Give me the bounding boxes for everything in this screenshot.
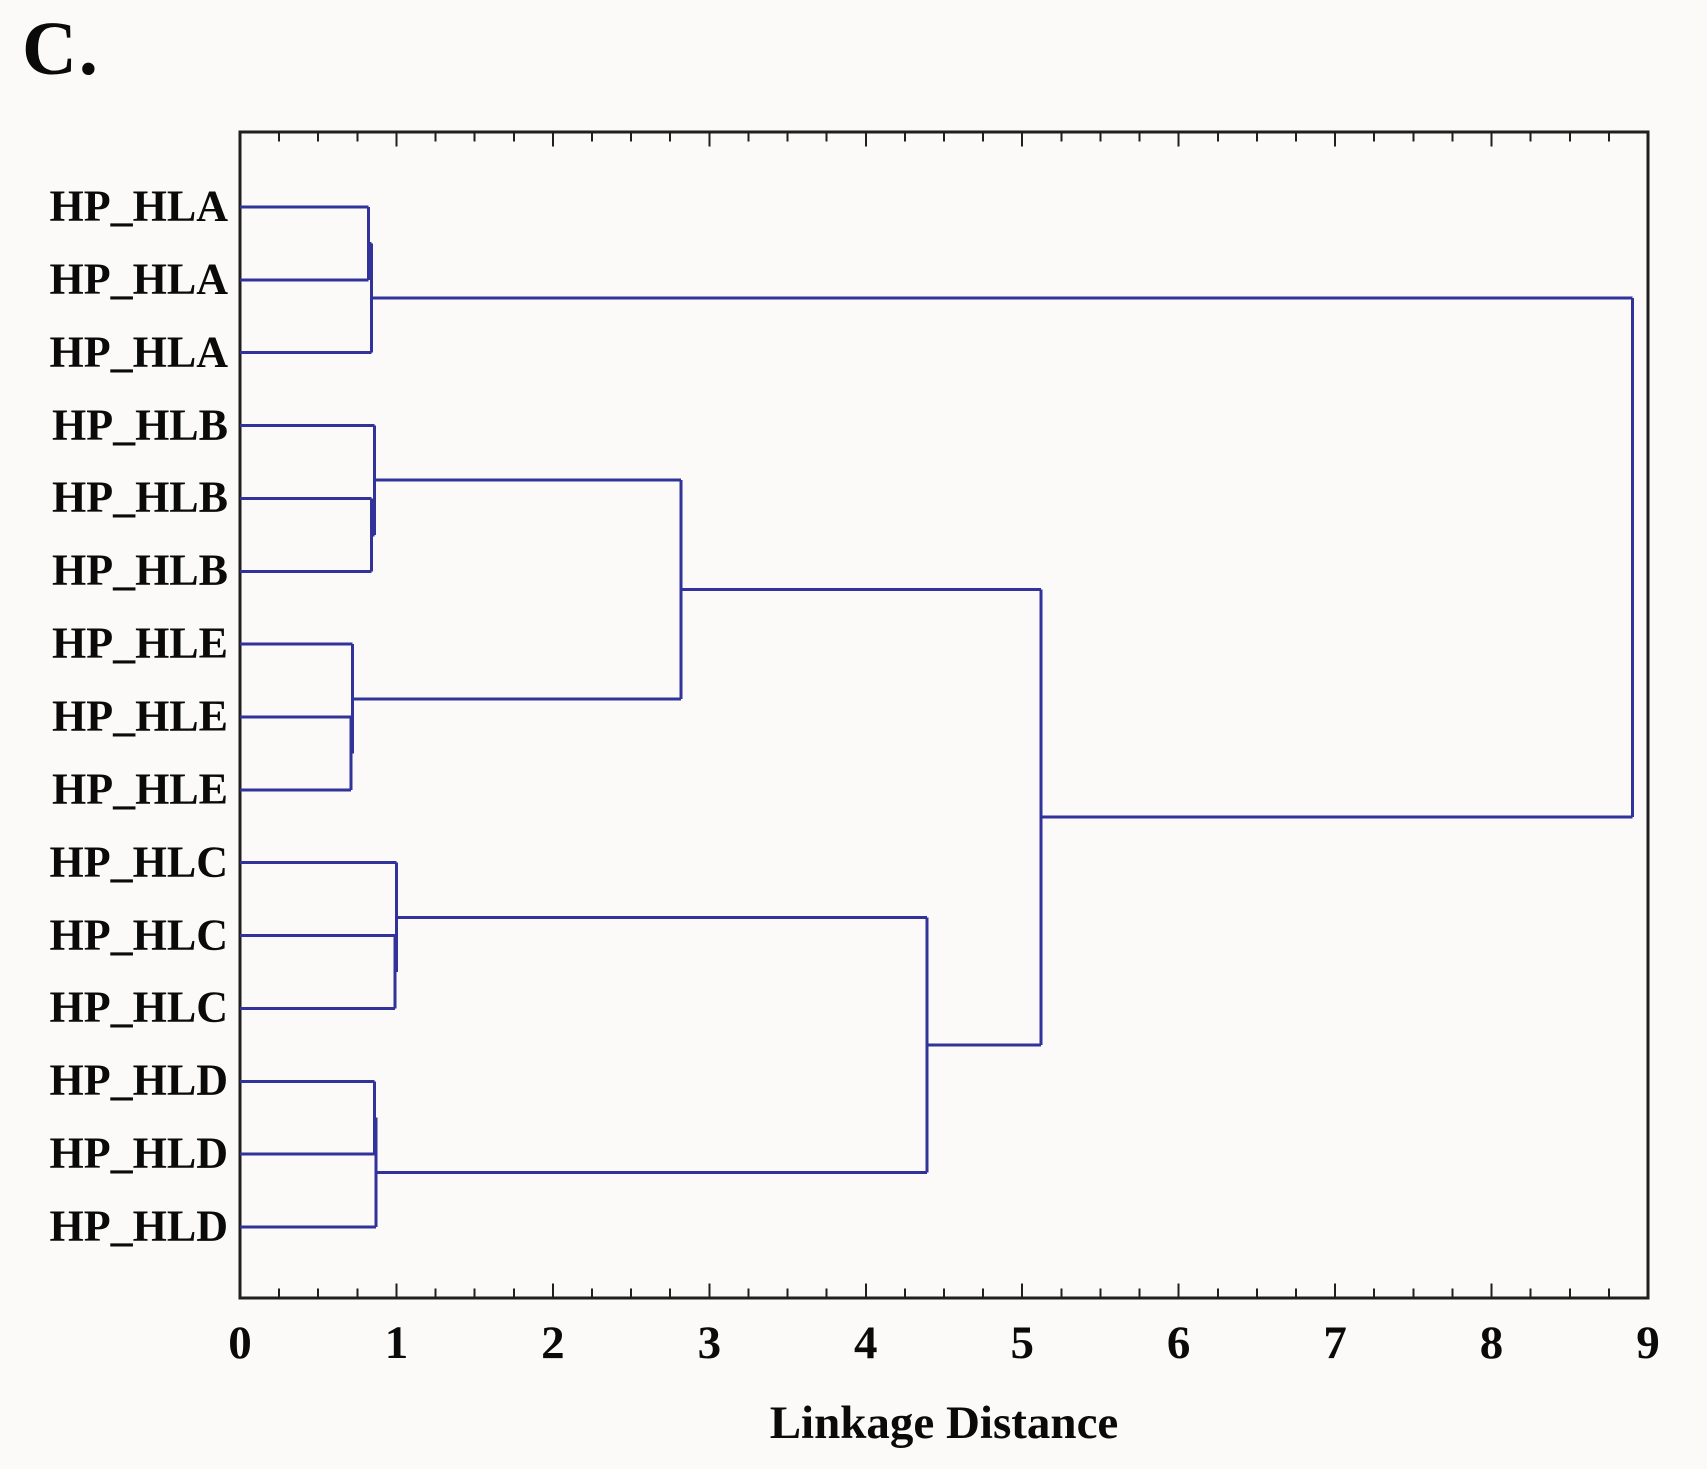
x-axis-title: Linkage Distance <box>769 1397 1119 1449</box>
x-tick-label: 7 <box>1323 1317 1347 1369</box>
leaf-label: HP_HLC <box>49 910 228 960</box>
leaf-label: HP_HLC <box>49 982 228 1032</box>
plot-frame <box>238 130 1650 1300</box>
x-tick-label: 0 <box>228 1317 252 1369</box>
figure-label: C. <box>22 7 100 91</box>
leaf-label: HP_HLB <box>51 472 228 522</box>
leaf-label: HP_HLB <box>51 400 228 450</box>
x-tick-label: 1 <box>384 1317 409 1369</box>
x-tick-label: 8 <box>1479 1317 1504 1369</box>
x-tick-label: 5 <box>1010 1317 1034 1369</box>
leaf-label: HP_HLC <box>49 837 228 887</box>
leaf-label: HP_HLD <box>49 1128 228 1178</box>
leaf-label: HP_HLA <box>49 327 228 377</box>
x-tick-label: 2 <box>541 1317 565 1369</box>
x-tick-label: 6 <box>1166 1317 1191 1369</box>
leaf-label: HP_HLB <box>51 545 228 595</box>
leaf-label: HP_HLA <box>49 181 228 231</box>
leaf-label: HP_HLA <box>49 254 228 304</box>
leaf-label: HP_HLE <box>51 691 228 741</box>
leaf-label: HP_HLD <box>49 1201 228 1251</box>
leaf-label: HP_HLE <box>51 764 228 814</box>
leaf-label: HP_HLD <box>49 1055 228 1105</box>
leaf-label: HP_HLE <box>51 618 228 668</box>
x-tick-label: 9 <box>1636 1317 1660 1369</box>
x-tick-label: 4 <box>854 1317 878 1369</box>
x-tick-label: 3 <box>697 1317 722 1369</box>
